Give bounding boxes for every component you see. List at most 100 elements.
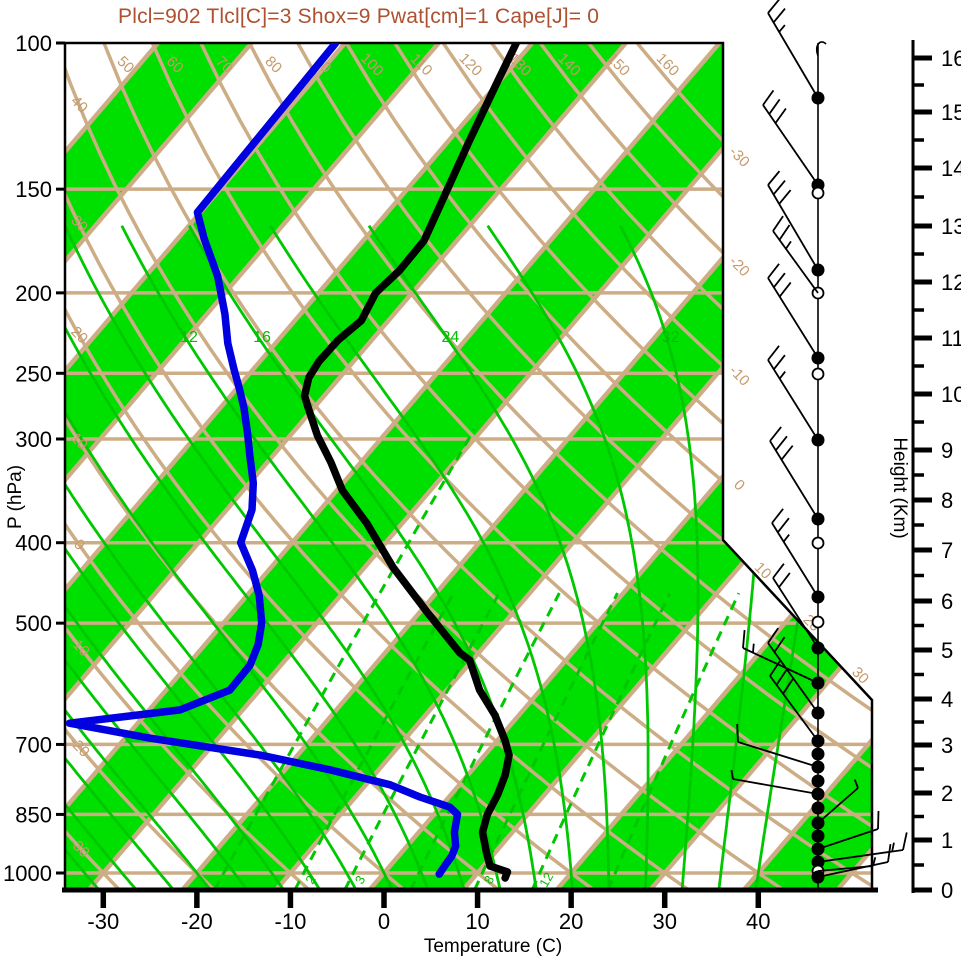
sounding-curves [65,43,521,882]
label: 1000 [3,861,52,886]
barb-shaft [769,675,819,742]
temperature-curve [300,43,521,882]
wind-station [767,345,825,447]
wind-station [811,844,892,884]
label: 120 [456,50,486,80]
label: 13 [941,214,961,239]
barb-full [767,627,779,644]
label: 7 [941,538,953,563]
label: 32 [662,329,680,346]
barb-full [773,272,786,288]
station-dot-filled [811,801,825,815]
dewpoint-curve [65,43,462,878]
label: 40 [67,93,91,117]
barb-curl [815,41,827,57]
label: 30 [652,909,676,934]
barb-full [773,354,786,370]
barb-full [768,98,781,115]
wind-station [811,186,825,200]
barb-shaft [767,277,819,359]
label: 10 [465,909,489,934]
label: 500 [15,611,52,636]
label: 2 [941,781,953,806]
barb-shaft [772,230,819,294]
barb-half [778,24,786,33]
label: 9 [941,438,953,463]
wind-station [811,747,825,761]
barb-half [853,779,859,789]
barb-full [780,445,794,461]
barb-half [778,371,786,380]
barb-full [767,263,780,279]
barb-shaft [772,577,819,649]
label: 12 [536,870,556,890]
barb-full [772,563,785,579]
station-dot-open [811,615,825,629]
barb-full [778,224,791,241]
label: 150 [15,177,52,202]
dry-adiabats [65,43,872,890]
wind-station [742,629,825,690]
barb-full [773,636,786,653]
barb-full [742,629,746,649]
barb-shaft [817,861,889,878]
barb-full [774,107,787,124]
label: 30 [848,664,872,688]
label: 1 [941,828,953,853]
wind-station [736,723,825,774]
label: 10 [941,382,961,407]
label: 16 [253,329,271,346]
label: -20 [181,909,213,934]
label: 40 [746,909,770,934]
label: 15 [941,100,961,125]
barb-shaft [771,522,819,598]
station-dot-open [811,186,825,200]
barb-full [771,508,784,524]
wind-station [811,774,825,788]
label: 12 [180,329,198,346]
wind-barbs [730,0,908,888]
wind-station [811,536,825,550]
barb-full [769,660,781,677]
label: 700 [15,732,52,757]
station-dot-filled [811,747,825,761]
height-axis-title: Height (Km) [889,437,910,539]
wind-station [811,829,825,843]
label: -10 [726,362,753,389]
barb-full [782,678,794,695]
barb-half [891,842,895,852]
station-dot-open [811,536,825,550]
label: 20 [559,909,583,934]
barb-full [762,89,775,106]
barb-half [752,643,755,653]
barb-full [767,0,780,14]
wind-station [767,627,825,720]
label: 8 [941,488,953,513]
label: 4 [941,687,953,712]
label: 160 [653,50,683,80]
wind-station [815,41,827,57]
wind-station [767,170,825,277]
plot-title: Plcl=902 Tlcl[C]=3 Shox=9 Pwat[cm]=1 Cap… [118,5,600,28]
wind-station [811,801,825,815]
wind-station [772,215,825,300]
label: -30 [726,143,753,170]
barb-half [782,534,790,543]
label: 11 [941,326,961,351]
barb-shaft [737,741,819,768]
label: -10 [275,909,307,934]
label: 12 [941,270,961,295]
label: 0 [730,476,748,494]
barb-shaft [769,440,819,520]
wind-station [730,769,825,801]
barb-full [772,180,786,196]
barb-full [778,281,792,298]
barb-full [778,189,792,205]
wind-station [811,615,825,629]
barb-shaft [767,359,819,441]
wind-station [769,426,825,526]
label: 100 [15,31,52,56]
label: 400 [15,531,52,556]
label: 300 [15,427,52,452]
